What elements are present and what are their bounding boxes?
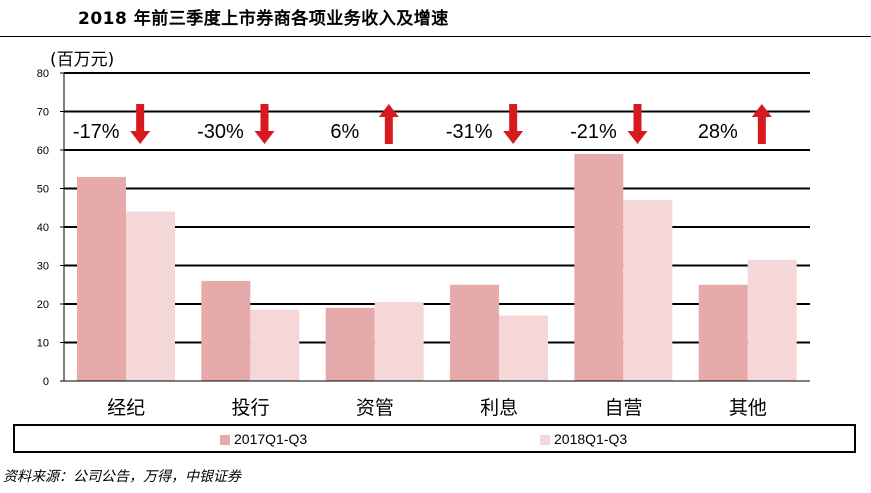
bar-2017 [698,284,748,381]
growth-label: -30% [197,121,244,143]
grid-lines [64,72,810,344]
bar-2017 [574,153,624,381]
bar-2018 [499,315,548,381]
y-tick-label: 20 [37,299,49,311]
growth-label: -17% [73,121,120,143]
bar-2018 [126,211,175,381]
arrow-down-icon [627,104,648,144]
x-tick-label: 其他 [729,397,767,419]
y-tick-label: 80 [37,68,49,80]
growth-label: 28% [698,121,738,143]
bars [77,153,797,381]
y-tick-label: 0 [43,376,49,388]
legend: 2017Q1-Q3 2018Q1-Q3 [13,424,856,453]
chart-title: 2018 年前三季度上市券商各项业务收入及增速 [78,9,449,29]
x-tick-label: 经纪 [107,397,145,419]
legend-label-2017: 2017Q1-Q3 [234,431,308,447]
x-tick-label: 利息 [480,397,518,419]
arrow-down-icon [503,104,524,144]
x-tick-label: 资管 [356,397,394,419]
y-axis-ticks: 0 10 20 30 40 50 60 70 80 [37,68,64,388]
legend-label-2018: 2018Q1-Q3 [554,431,628,447]
bar-2017 [450,284,499,381]
legend-swatch-2018 [540,435,550,445]
growth-annotations: -17% -30% 6% -31% -21% 28% [73,104,772,144]
legend-item-2018: 2018Q1-Q3 [540,431,627,447]
legend-swatch-2017 [220,435,230,445]
y-tick-label: 50 [37,184,49,196]
arrow-down-icon [130,104,151,144]
y-tick-label: 60 [37,145,49,157]
y-tick-label: 30 [37,261,49,273]
growth-label: 6% [330,121,359,143]
x-tick-label: 自营 [604,397,642,419]
growth-label: -21% [570,121,617,143]
bar-2017 [201,280,251,381]
y-tick-label: 40 [37,222,49,234]
growth-label: -31% [446,121,493,143]
bar-2017 [325,307,375,381]
bar-chart: (百万元) 0 10 20 30 40 50 60 70 80 -17% -30% 6% -31% -2… [37,50,810,419]
arrow-up-icon [378,104,399,144]
bar-2017 [77,176,126,381]
x-tick-label: 投行 [231,397,269,419]
bar-2018 [250,309,300,381]
y-unit-label: (百万元) [50,50,114,70]
y-tick-label: 10 [37,338,49,350]
title-divider [0,36,871,37]
bar-2018 [623,200,673,381]
source-note: 资料来源：公司公告，万得，中银证券 [3,469,241,485]
bar-2018 [747,259,797,381]
bar-2018 [374,302,424,381]
arrow-down-icon [254,104,275,144]
x-axis-labels: 经纪 投行 资管 利息 自营 其他 [107,397,767,419]
arrow-up-icon [751,104,772,144]
legend-item-2017: 2017Q1-Q3 [220,431,307,447]
y-tick-label: 70 [37,107,49,119]
